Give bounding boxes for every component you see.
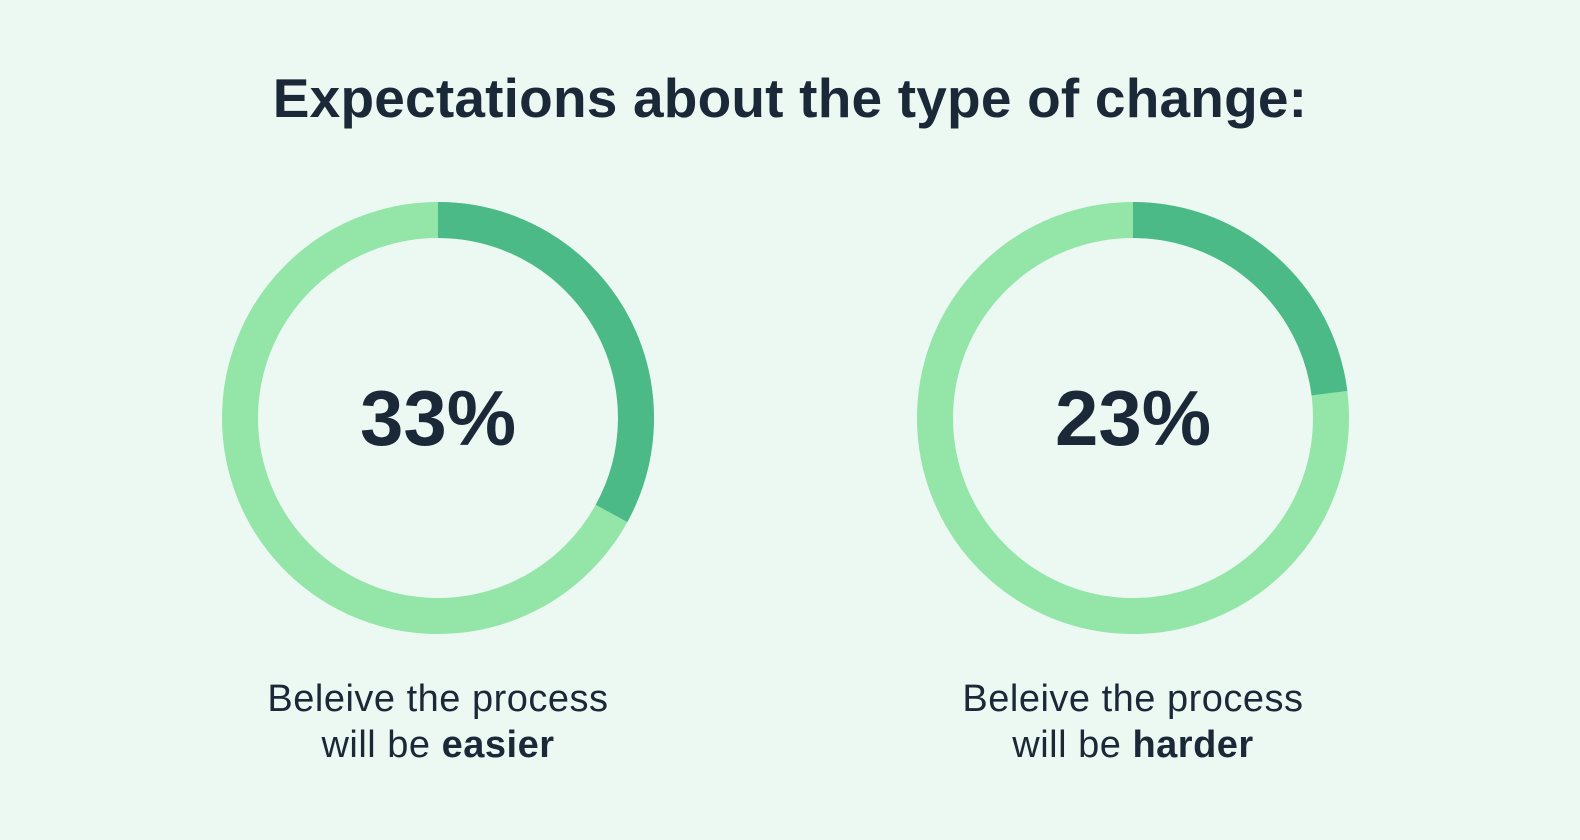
- donut-value-arc-harder: [1132, 202, 1348, 396]
- donut-chart-easier: 33%: [208, 188, 668, 648]
- donut-svg-easier: [222, 202, 654, 634]
- caption-line1-harder: Beleive the process: [962, 678, 1304, 720]
- caption-easier: Beleive the process will be easier: [178, 676, 698, 768]
- donut-chart-harder: 23%: [903, 188, 1363, 648]
- caption-emphasis-harder: harder: [1132, 724, 1254, 766]
- caption-line1-easier: Beleive the process: [267, 678, 609, 720]
- caption-prefix-harder: will be: [1012, 724, 1133, 766]
- donut-svg-harder: [917, 202, 1349, 634]
- caption-harder: Beleive the process will be harder: [873, 676, 1393, 768]
- caption-prefix-easier: will be: [321, 724, 442, 766]
- caption-emphasis-easier: easier: [441, 724, 555, 766]
- percentage-label-easier: 33%: [359, 373, 517, 462]
- percentage-label-harder: 23%: [1054, 373, 1212, 462]
- donut-value-arc-easier: [437, 202, 654, 523]
- chart-title: Expectations about the type of change:: [272, 67, 1308, 129]
